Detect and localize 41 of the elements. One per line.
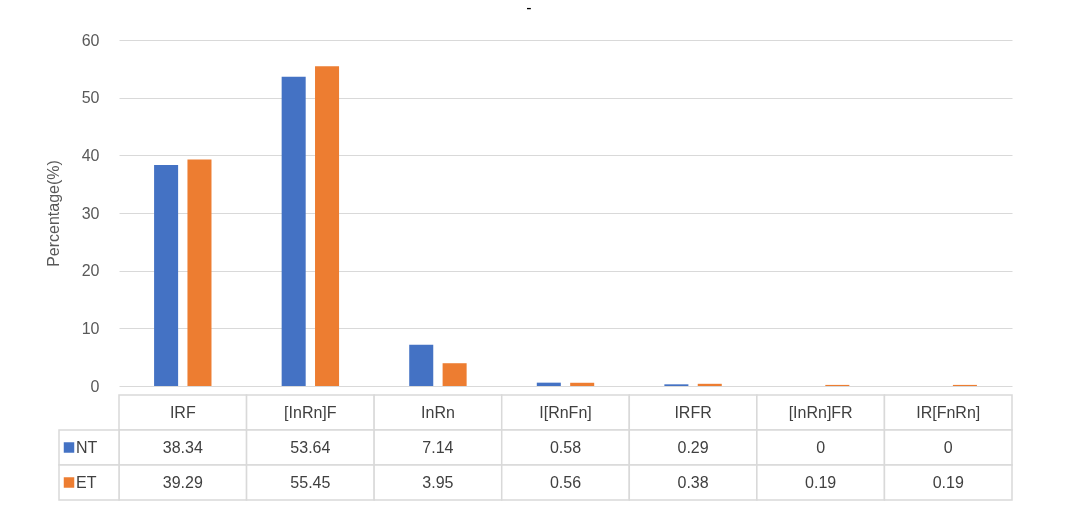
bar [570, 382, 595, 386]
bar [154, 164, 179, 386]
data-label: 7.14 [422, 438, 454, 456]
data-label: 0 [816, 438, 826, 456]
x-tick-label: I[RnFn] [539, 403, 592, 421]
bar [315, 66, 340, 386]
data-label: 0.19 [805, 473, 837, 491]
data-label: 38.34 [162, 438, 203, 456]
bar [409, 344, 434, 386]
y-tick-label: 50 [81, 89, 100, 107]
y-tick-label: 0 [90, 377, 100, 395]
bar [697, 383, 722, 386]
bar [281, 76, 306, 386]
data-label: 53.64 [290, 438, 331, 456]
y-tick-label: 20 [81, 262, 100, 280]
x-tick-label: InRn [421, 403, 455, 421]
data-label: 0 [943, 438, 953, 456]
legend-label: NT [76, 438, 98, 456]
bar [442, 363, 467, 386]
x-tick-label: [InRn]FR [788, 403, 853, 421]
y-axis-title: Percentage(%) [44, 160, 62, 267]
data-label: 0.29 [677, 438, 709, 456]
bar [536, 382, 561, 386]
y-tick-label: 60 [81, 31, 100, 49]
data-label: 0.38 [677, 473, 709, 491]
x-tick-label: IRF [169, 403, 196, 421]
data-label: 0.56 [549, 473, 582, 491]
y-tick-label: 30 [81, 204, 100, 222]
y-tick-label: 40 [81, 146, 100, 164]
data-label: 55.45 [290, 473, 331, 491]
bar [187, 159, 212, 386]
legend-label: ET [76, 473, 97, 491]
x-tick-label: IRFR [674, 403, 712, 421]
data-label: 0.58 [549, 438, 582, 456]
data-label: 39.29 [162, 473, 203, 491]
chart-title: - [526, 0, 532, 16]
data-label: 0.19 [932, 473, 964, 491]
x-tick-label: IR[FnRn] [916, 403, 981, 421]
y-tick-label: 10 [81, 319, 100, 337]
data-label: 3.95 [422, 473, 454, 491]
x-tick-label: [InRn]F [284, 403, 337, 421]
